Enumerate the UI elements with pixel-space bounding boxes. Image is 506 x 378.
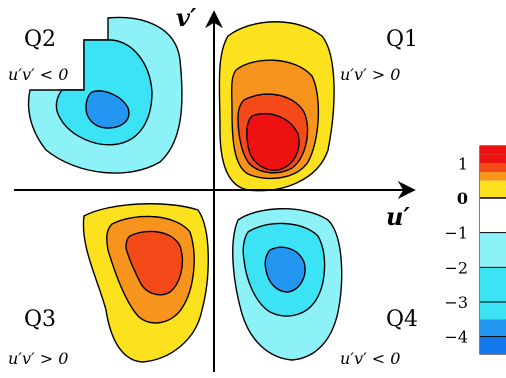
colorbar-band bbox=[480, 198, 506, 233]
colorbar-tick-labels: 1 0 −1 −2 −3 −4 bbox=[444, 154, 468, 346]
colorbar-tick-label: −2 bbox=[444, 258, 468, 277]
colorbar-tick-label: −4 bbox=[444, 328, 468, 347]
colorbar-tick-label: 1 bbox=[458, 154, 468, 173]
colorbar-band bbox=[480, 267, 506, 302]
q4-label: Q4 bbox=[386, 307, 418, 332]
q4-condition: u′v′ < 0 bbox=[340, 349, 400, 368]
q2-contour-lobe bbox=[27, 16, 183, 174]
colorbar-band bbox=[480, 172, 506, 181]
colorbar: 1 0 −1 −2 −3 −4 bbox=[444, 145, 506, 355]
v-axis-label: v′ bbox=[176, 3, 197, 32]
q2-condition: u′v′ < 0 bbox=[8, 65, 68, 84]
q3-contour-level-3 bbox=[125, 230, 184, 296]
colorbar-band bbox=[480, 189, 506, 198]
colorbar-band bbox=[480, 336, 506, 354]
q3-contour-lobe bbox=[82, 203, 209, 363]
q2-label: Q2 bbox=[24, 27, 56, 52]
colorbar-band bbox=[480, 154, 506, 164]
q4-contour-lobe bbox=[232, 208, 343, 361]
colorbar-tick-label: −1 bbox=[444, 224, 468, 243]
colorbar-band bbox=[480, 302, 506, 320]
q4-contour-inner bbox=[264, 246, 306, 293]
colorbar-band bbox=[480, 180, 506, 190]
q1-label: Q1 bbox=[386, 27, 418, 52]
colorbar-tick-label: 0 bbox=[457, 189, 468, 208]
colorbar-band bbox=[480, 163, 506, 172]
q2-contour-inner bbox=[85, 90, 130, 129]
q1-contour-lobe bbox=[218, 21, 335, 192]
q1-contour-level-4 bbox=[246, 113, 300, 171]
colorbar-band bbox=[480, 146, 506, 155]
colorbar-band bbox=[480, 232, 506, 268]
q1-condition: u′v′ > 0 bbox=[340, 65, 400, 84]
q3-condition: u′v′ > 0 bbox=[8, 349, 68, 368]
colorbar-bands bbox=[480, 146, 506, 354]
q3-label: Q3 bbox=[24, 307, 56, 332]
colorbar-tick-label: −3 bbox=[444, 293, 468, 312]
u-axis-label: u′ bbox=[386, 202, 410, 231]
colorbar-band bbox=[480, 319, 506, 337]
